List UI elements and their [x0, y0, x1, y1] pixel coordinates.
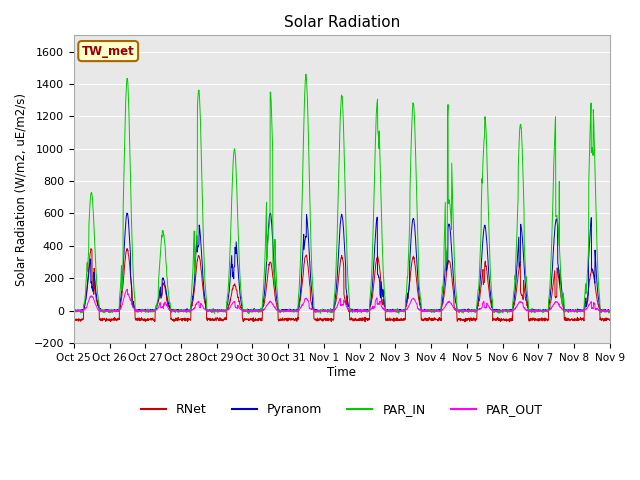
- PAR_IN: [302, 71, 310, 77]
- Line: PAR_IN: PAR_IN: [74, 74, 610, 314]
- PAR_OUT: [276, 310, 284, 315]
- RNet: [574, 318, 582, 324]
- Line: RNet: RNet: [74, 249, 610, 322]
- X-axis label: Time: Time: [327, 365, 356, 379]
- Text: TW_met: TW_met: [82, 45, 134, 58]
- PAR_IN: [606, 309, 614, 315]
- RNet: [506, 319, 513, 324]
- Pyranom: [220, 307, 227, 313]
- PAR_OUT: [606, 308, 614, 314]
- Line: PAR_OUT: PAR_OUT: [74, 289, 610, 312]
- PAR_OUT: [124, 286, 131, 292]
- PAR_OUT: [559, 307, 567, 312]
- PAR_IN: [498, 308, 506, 313]
- PAR_OUT: [574, 308, 582, 313]
- PAR_IN: [358, 309, 365, 314]
- Pyranom: [369, 274, 377, 280]
- Pyranom: [358, 307, 365, 313]
- RNet: [559, 304, 567, 310]
- Pyranom: [574, 307, 582, 313]
- PAR_IN: [220, 307, 227, 313]
- PAR_IN: [574, 307, 582, 313]
- PAR_IN: [369, 224, 377, 230]
- PAR_OUT: [358, 308, 365, 314]
- RNet: [124, 246, 131, 252]
- PAR_OUT: [70, 308, 77, 313]
- Pyranom: [123, 210, 131, 216]
- RNet: [358, 317, 365, 323]
- PAR_OUT: [369, 306, 377, 312]
- Pyranom: [430, 309, 438, 315]
- Legend: RNet, Pyranom, PAR_IN, PAR_OUT: RNet, Pyranom, PAR_IN, PAR_OUT: [136, 398, 548, 421]
- PAR_OUT: [220, 307, 227, 313]
- PAR_IN: [245, 311, 253, 317]
- Pyranom: [559, 298, 567, 304]
- Pyranom: [70, 308, 77, 314]
- Pyranom: [606, 307, 614, 313]
- RNet: [220, 316, 227, 322]
- PAR_IN: [70, 309, 77, 315]
- Line: Pyranom: Pyranom: [74, 213, 610, 312]
- Y-axis label: Solar Radiation (W/m2, uE/m2/s): Solar Radiation (W/m2, uE/m2/s): [15, 93, 28, 286]
- PAR_OUT: [498, 308, 506, 313]
- PAR_IN: [559, 298, 567, 303]
- RNet: [606, 317, 614, 323]
- RNet: [369, 288, 377, 294]
- RNet: [498, 318, 506, 324]
- Pyranom: [498, 307, 506, 313]
- Title: Solar Radiation: Solar Radiation: [284, 15, 400, 30]
- RNet: [70, 317, 77, 323]
